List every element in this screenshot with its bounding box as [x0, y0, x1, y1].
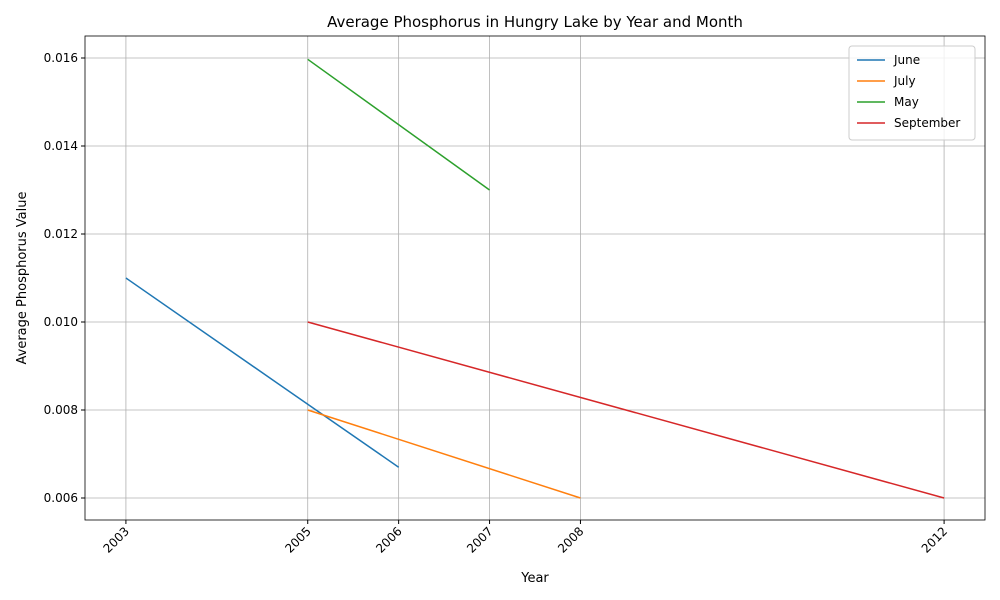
series-line	[125, 277, 400, 468]
legend-label: July	[893, 74, 916, 88]
x-tick-label: 2007	[464, 524, 495, 555]
y-tick-label: 0.006	[44, 491, 78, 505]
y-tick-label: 0.008	[44, 403, 78, 417]
y-tick-label: 0.012	[44, 227, 78, 241]
y-tick-label: 0.010	[44, 315, 78, 329]
x-tick-label: 2003	[101, 524, 132, 555]
x-tick-label: 2008	[555, 524, 586, 555]
y-axis-label: Average Phosphorus Value	[15, 192, 30, 365]
x-tick-label: 2012	[919, 524, 950, 555]
x-tick-label: 2005	[282, 524, 313, 555]
plot-frame	[84, 35, 986, 521]
series-line	[307, 409, 581, 499]
chart-title: Average Phosphorus in Hungry Lake by Yea…	[327, 13, 743, 31]
x-tick-label: 2006	[373, 524, 404, 555]
y-tick-label: 0.016	[44, 51, 78, 65]
legend-label: June	[893, 53, 920, 67]
series-line	[307, 321, 945, 499]
series-line	[307, 58, 490, 191]
legend-box	[848, 45, 976, 141]
legend-label: September	[894, 116, 960, 130]
x-axis-label: Year	[520, 571, 549, 586]
legend-label: May	[894, 95, 919, 109]
y-tick-label: 0.014	[44, 139, 78, 153]
